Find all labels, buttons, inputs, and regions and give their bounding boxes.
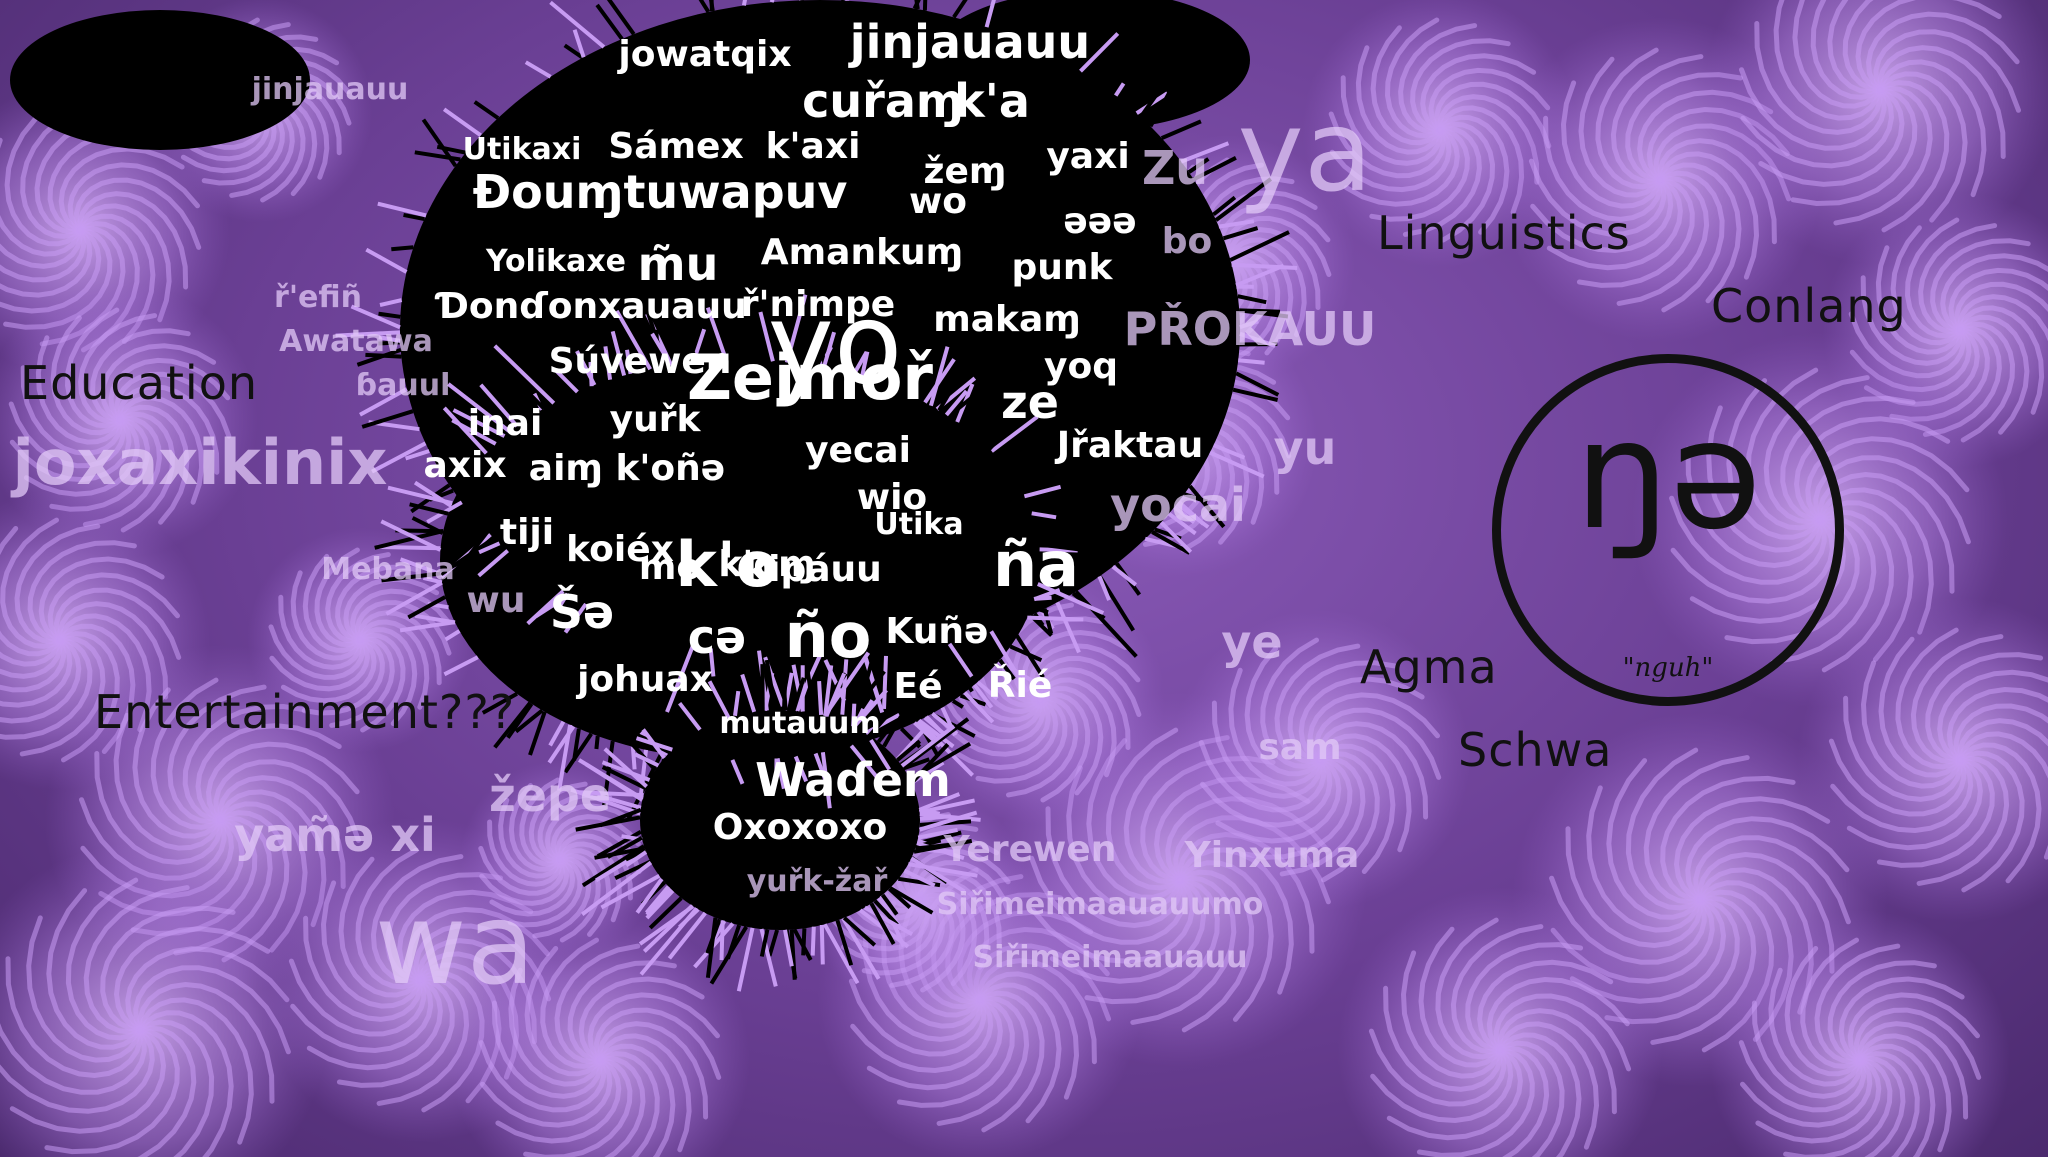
cloud-word: ř'nimpe [740,284,896,325]
cloud-word: yecai [805,430,911,471]
cloud-word: yuřk [609,399,701,440]
cloud-word: joxaxikinix [12,426,388,499]
cloud-word: Utika [874,507,964,542]
cloud-word: ya [1237,87,1373,217]
cloud-word: yocai [1110,478,1246,532]
cloud-word: mo [638,547,702,588]
cloud-word: wa [374,880,536,1010]
cloud-word: inai [467,403,543,444]
cloud-word: Awatawa [279,324,433,359]
cloud-word: Siřimeimaauauumo [936,887,1264,922]
cloud-word: m̃u [637,237,719,291]
cloud-word: cuřaɱ [802,74,964,128]
cloud-word: Šə [549,585,615,639]
cloud-word: cə [687,610,747,664]
cloud-word: wu [466,580,526,621]
engma-schwa-logo: ŋə "nguh" [1492,354,1844,706]
cloud-word: k'oɱ [718,544,816,585]
tag-education: Education [20,356,259,410]
cloud-word: axix [423,445,507,486]
logo-glyph: ŋə [1574,389,1762,563]
cloud-word: k'axi [765,126,861,167]
cloud-word: punk [1011,247,1113,288]
cloud-word: aiɱ k'oñə [528,448,726,489]
cloud-word: yu [1273,421,1337,475]
cloud-word: yuřk-žař [746,864,888,899]
cloud-word: yoq [1044,346,1118,387]
cloud-word: Zu [1141,141,1209,195]
cloud-word: tiji [499,512,555,553]
cloud-word: Mebana [321,552,455,587]
cloud-word: ř'efiñ [274,280,362,315]
cloud-word: k'o [675,528,779,601]
cloud-word: koiéx [566,529,674,570]
cloud-word: wio [856,477,928,518]
tag-conlang: Conlang [1711,279,1907,333]
tag-linguistics: Linguistics [1377,206,1631,260]
cloud-word: Yolikaxe [485,244,627,279]
cloud-word: mutauum [719,706,881,741]
cloud-word: Yerewen [943,829,1117,870]
cloud-word: bo [1161,221,1213,262]
cloud-word: Eé [893,666,943,707]
cloud-word: kipáuu [744,549,882,590]
cloud-word: Řié [987,665,1053,706]
cloud-word: əəə [1063,201,1137,242]
cloud-word: ɓauul [355,368,451,403]
cloud-word: Siřimeimaauauu [972,940,1248,975]
cloud-word: žepe [488,768,612,822]
cloud-word: yaxi [1046,136,1130,177]
cloud-word: Jřaktau [1056,425,1204,466]
cloud-word: ze [1001,375,1059,429]
tag-schwa: Schwa [1458,723,1613,777]
cloud-word: makaɱ [933,299,1081,340]
cloud-word: wo [909,181,967,222]
cloud-word: Utikaxi [462,132,582,167]
cloud-word: Ðouɱtuwapuv [472,165,848,219]
cloud-word: yam̃ə xi [234,808,436,862]
cloud-word: ña [993,528,1079,601]
cloud-word: Amankuɱ [760,232,964,273]
cloud-word: sam [1258,727,1342,768]
tag-entertainment: Entertainment??? [94,685,516,739]
cloud-word: Oxoxoxo [712,807,888,848]
cloud-word: žeɱ [923,151,1007,192]
cloud-word: Yinxuma [1184,835,1360,876]
cloud-word: jowatqix [618,34,792,75]
cloud-word: johuax [577,659,713,700]
cloud-word: yo [767,280,903,410]
cloud-word: Zeimoř [686,341,934,414]
cloud-word: Súvewen [548,341,732,382]
cloud-word: PŘOKAUU [1123,302,1377,356]
tag-agma: Agma [1360,640,1498,694]
cloud-word: jinjauauu [849,15,1091,69]
cloud-word: Kuñə [885,611,989,652]
cloud-word: Waɗem [755,753,951,807]
cloud-word: Ɗonɗonxauauu [437,286,747,327]
cloud-word: jinjauauu [251,72,409,107]
cloud-word: Sámex [608,126,744,167]
cloud-word: ye [1221,615,1283,669]
logo-caption: "nguh" [1622,653,1714,683]
cloud-word: k'a [954,74,1030,128]
cloud-word: ño [784,599,872,672]
